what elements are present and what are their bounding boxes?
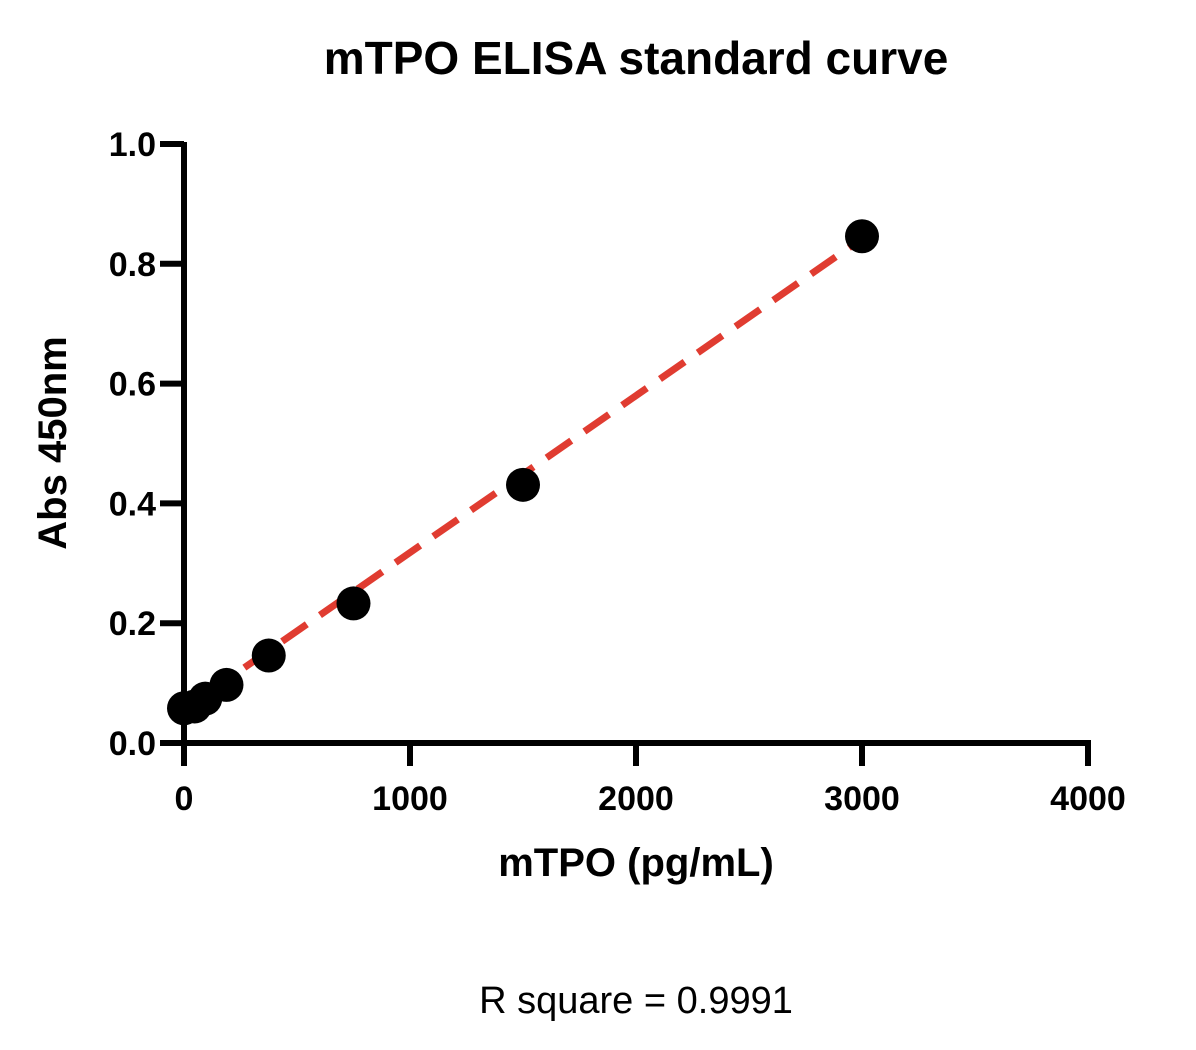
- x-tick-label: 3000: [824, 780, 900, 818]
- y-tick-label: 0.8: [109, 246, 156, 284]
- y-tick-label: 0.4: [109, 485, 156, 523]
- y-tick-label: 0.2: [109, 605, 156, 643]
- y-tick-label: 0.0: [109, 725, 156, 763]
- y-tick-label: 0.6: [109, 366, 156, 404]
- x-tick-label: 0: [175, 780, 194, 818]
- r-square-annotation: R square = 0.9991: [479, 980, 793, 1022]
- x-tick-label: 2000: [598, 780, 674, 818]
- y-ticks: 0.0 0.2 0.4 0.6 0.8 1.0: [109, 126, 184, 763]
- data-point: [336, 586, 371, 621]
- fit-line: [204, 235, 864, 697]
- data-points: [167, 219, 879, 726]
- y-tick-label: 1.0: [109, 126, 156, 164]
- data-point: [209, 667, 244, 702]
- chart-title: mTPO ELISA standard curve: [324, 32, 949, 84]
- x-tick-label: 4000: [1050, 780, 1126, 818]
- y-axis-label: Abs 450nm: [31, 336, 75, 549]
- data-point: [251, 638, 286, 673]
- x-axis-label: mTPO (pg/mL): [498, 841, 774, 885]
- axes: [181, 142, 1091, 746]
- x-tick-label: 1000: [372, 780, 448, 818]
- data-point: [506, 467, 540, 502]
- x-ticks: 0 1000 2000 3000 4000: [175, 743, 1126, 818]
- fit-line-segment: [204, 235, 864, 697]
- data-point: [845, 219, 879, 254]
